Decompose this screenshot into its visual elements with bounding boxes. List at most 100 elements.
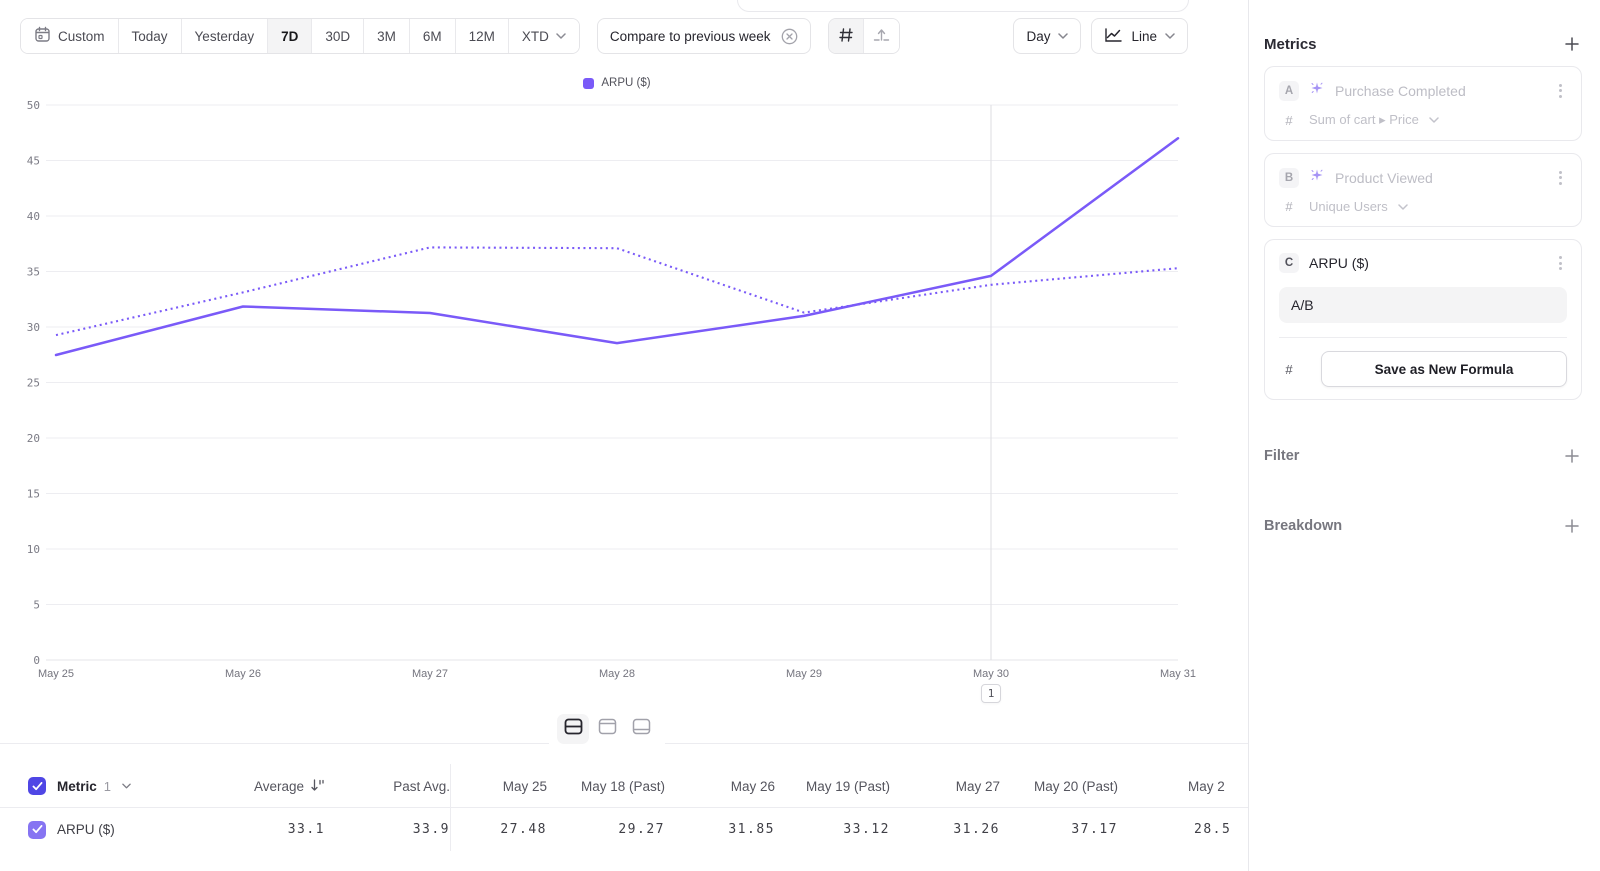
table-column-header: May 19 (Past) <box>805 778 890 794</box>
grid-icon <box>838 27 854 46</box>
svg-text:May 31: May 31 <box>1160 668 1196 680</box>
kebab-menu-icon[interactable] <box>1554 81 1567 101</box>
calendar-icon <box>34 26 51 46</box>
date-range-30d[interactable]: 30D <box>311 19 364 53</box>
layout-toggle-split-horizontal[interactable] <box>557 714 589 744</box>
metric-name-c[interactable]: ARPU ($) <box>1309 255 1369 271</box>
metrics-title: Metrics <box>1264 35 1317 53</box>
layout-toggle-panel-top[interactable] <box>591 714 623 744</box>
legend-swatch <box>583 77 595 89</box>
table-column-header[interactable]: Average <box>230 778 325 795</box>
metric-count: 1 <box>103 778 111 794</box>
hash-icon: # <box>1285 199 1293 214</box>
date-range-group: Custom Today Yesterday 7D 30D 3M 6M 12M XTD <box>20 18 580 54</box>
svg-text:20: 20 <box>27 432 40 445</box>
chart-area[interactable]: ARPU ($) 0 5 10 15 20 25 30 35 40 45 50 May 25 May 2… <box>0 60 1248 743</box>
chart-type-button[interactable]: Line <box>1091 18 1188 54</box>
table-row: ARPU ($) 33.1 33.9 27.48 29.27 31.85 33.12 31.… <box>0 807 1248 851</box>
svg-text:May 26: May 26 <box>225 668 261 680</box>
table-column-header: May 25 <box>502 778 547 794</box>
svg-text:25: 25 <box>27 377 40 390</box>
chevron-down-icon <box>1058 33 1069 39</box>
metric-card-a: A Purchase Completed # Sum of cart ▸ Pri… <box>1264 66 1582 141</box>
chart-legend: ARPU ($) <box>56 77 1178 89</box>
date-range-xtd[interactable]: XTD <box>507 19 579 53</box>
table-cell: 31.85 <box>728 822 775 837</box>
grid-toggle-button[interactable] <box>828 19 863 53</box>
line-chart-icon <box>1104 27 1123 46</box>
table-cell: 28.5 <box>1194 822 1232 837</box>
date-range-3m[interactable]: 3M <box>363 19 409 53</box>
plus-icon <box>1565 37 1579 51</box>
table-column-header: Past Avg. <box>393 778 450 794</box>
metric-measure-a[interactable]: # Sum of cart ▸ Price <box>1279 112 1567 128</box>
svg-text:15: 15 <box>27 488 40 501</box>
legend-item-arpu[interactable]: ARPU ($) <box>583 77 651 89</box>
table-cell: 37.17 <box>1071 822 1118 837</box>
sort-descending-icon[interactable] <box>310 778 325 795</box>
filter-title: Filter <box>1264 448 1300 464</box>
layout-toggle-panel-bottom[interactable] <box>625 714 657 744</box>
compare-chip[interactable]: Compare to previous week <box>596 18 811 54</box>
date-range-custom[interactable]: Custom <box>21 19 118 53</box>
metric-name-b[interactable]: Product Viewed <box>1335 169 1433 186</box>
metric-header-label: Metric <box>57 778 97 794</box>
checkmark-icon <box>32 825 42 834</box>
kebab-menu-icon[interactable] <box>1554 168 1567 188</box>
svg-text:May 30: May 30 <box>973 668 1009 680</box>
date-range-7d[interactable]: 7D <box>267 19 312 53</box>
add-breakdown-button[interactable] <box>1562 516 1582 536</box>
svg-text:50: 50 <box>27 99 40 112</box>
metric-badge-b: B <box>1279 167 1299 188</box>
legend-label: ARPU ($) <box>601 77 651 89</box>
date-range-today[interactable]: Today <box>117 19 181 53</box>
kebab-menu-icon[interactable] <box>1554 253 1567 273</box>
select-all-checkbox[interactable] <box>28 777 46 795</box>
line-chart-canvas[interactable]: 0 5 10 15 20 25 30 35 40 45 50 May 25 May 26 May 27 Ma… <box>0 60 1248 700</box>
table-cell: 31.26 <box>953 822 1000 837</box>
table-column-header: May 18 (Past) <box>580 778 665 794</box>
date-range-12m[interactable]: 12M <box>454 19 508 53</box>
metric-badge-c: C <box>1279 253 1299 273</box>
compare-chip-label: Compare to previous week <box>609 28 771 44</box>
table-cell: 27.48 <box>500 822 547 837</box>
plus-icon <box>1565 519 1579 533</box>
date-range-yesterday[interactable]: Yesterday <box>180 19 268 53</box>
layout-toggle-group <box>549 712 665 746</box>
chevron-down-icon[interactable] <box>122 783 131 789</box>
chevron-down-icon <box>1165 33 1175 39</box>
annotation-marker-icon <box>873 27 890 46</box>
granularity-label: Day <box>1026 28 1051 44</box>
add-filter-button[interactable] <box>1562 446 1582 466</box>
config-sidebar: Metrics A Purchase Completed # Sum of ca… <box>1248 0 1600 871</box>
annotation-toggle-button[interactable] <box>862 19 899 53</box>
metric-badge-a: A <box>1279 80 1299 101</box>
save-as-new-formula-button[interactable]: Save as New Formula <box>1321 351 1567 387</box>
svg-text:10: 10 <box>27 543 40 556</box>
svg-text:45: 45 <box>27 155 40 168</box>
metric-measure-b[interactable]: # Unique Users <box>1279 199 1567 214</box>
date-range-6m[interactable]: 6M <box>408 19 455 53</box>
chart-type-label: Line <box>1131 28 1157 44</box>
table-column-divider <box>450 764 451 851</box>
svg-text:30: 30 <box>27 321 40 334</box>
row-checkbox[interactable] <box>28 820 46 839</box>
table-column-header: May 20 (Past) <box>1033 778 1118 794</box>
metric-name-a[interactable]: Purchase Completed <box>1335 82 1466 99</box>
table-header-row: Metric 1 Average Past Avg. May 25 May 18 (P… <box>0 765 1248 807</box>
formula-input[interactable] <box>1279 287 1567 323</box>
metric-card-b: B Product Viewed # Unique Users <box>1264 153 1582 227</box>
breakdown-section: Breakdown <box>1264 516 1582 536</box>
table-metric-header: Metric 1 <box>0 777 230 795</box>
granularity-button[interactable]: Day <box>1013 18 1082 54</box>
svg-text:May 27: May 27 <box>412 668 448 680</box>
hash-icon: # <box>1285 112 1293 128</box>
table-row-name: ARPU ($) <box>57 822 115 837</box>
dismiss-circle-icon[interactable] <box>781 28 798 45</box>
annotation-badge[interactable]: 1 <box>981 684 1001 703</box>
measure-label-a: Sum of cart ▸ Price <box>1309 112 1419 127</box>
table-cell: 33.1 <box>287 822 325 837</box>
add-metric-button[interactable] <box>1562 34 1582 54</box>
svg-text:May 29: May 29 <box>786 668 822 680</box>
